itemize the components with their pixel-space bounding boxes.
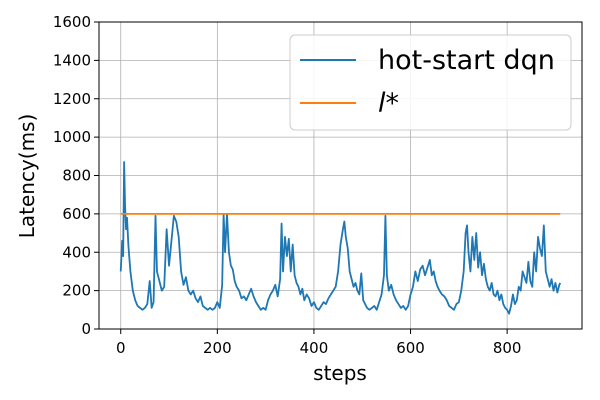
legend-label-hot-start-dqn: hot-start dqn — [378, 45, 555, 76]
legend-label-l-star-text: l* — [378, 88, 399, 119]
x-tick-label: 400 — [300, 339, 329, 357]
x-tick-label: 600 — [396, 339, 425, 357]
y-tick-label: 200 — [62, 282, 91, 300]
y-tick-label: 1000 — [53, 128, 91, 146]
y-tick-label: 1600 — [53, 13, 91, 31]
y-axis-title: Latency(ms) — [15, 114, 39, 239]
y-tick-label: 600 — [62, 205, 91, 223]
x-tick-label: 0 — [116, 339, 126, 357]
series-line-hot-start-dqn — [119, 161, 562, 315]
legend: hot-start dqn l* — [289, 34, 572, 131]
y-tick-label: 1200 — [53, 90, 91, 108]
plot-lines — [119, 161, 562, 315]
y-tick-label: 400 — [62, 243, 91, 261]
x-axis-title: steps — [313, 361, 367, 385]
legend-box — [289, 34, 572, 131]
y-tick-label: 1400 — [53, 51, 91, 69]
x-tick-label: 800 — [493, 339, 522, 357]
y-tick-label: 0 — [81, 320, 91, 338]
y-tick-label: 800 — [62, 167, 91, 185]
legend-label-l-star: l* — [378, 88, 399, 119]
axis-ticks: 0 200 400 600 800 0 200 400 600 800 1000 1200 1400 16… — [53, 13, 522, 357]
x-tick-label: 200 — [203, 339, 232, 357]
